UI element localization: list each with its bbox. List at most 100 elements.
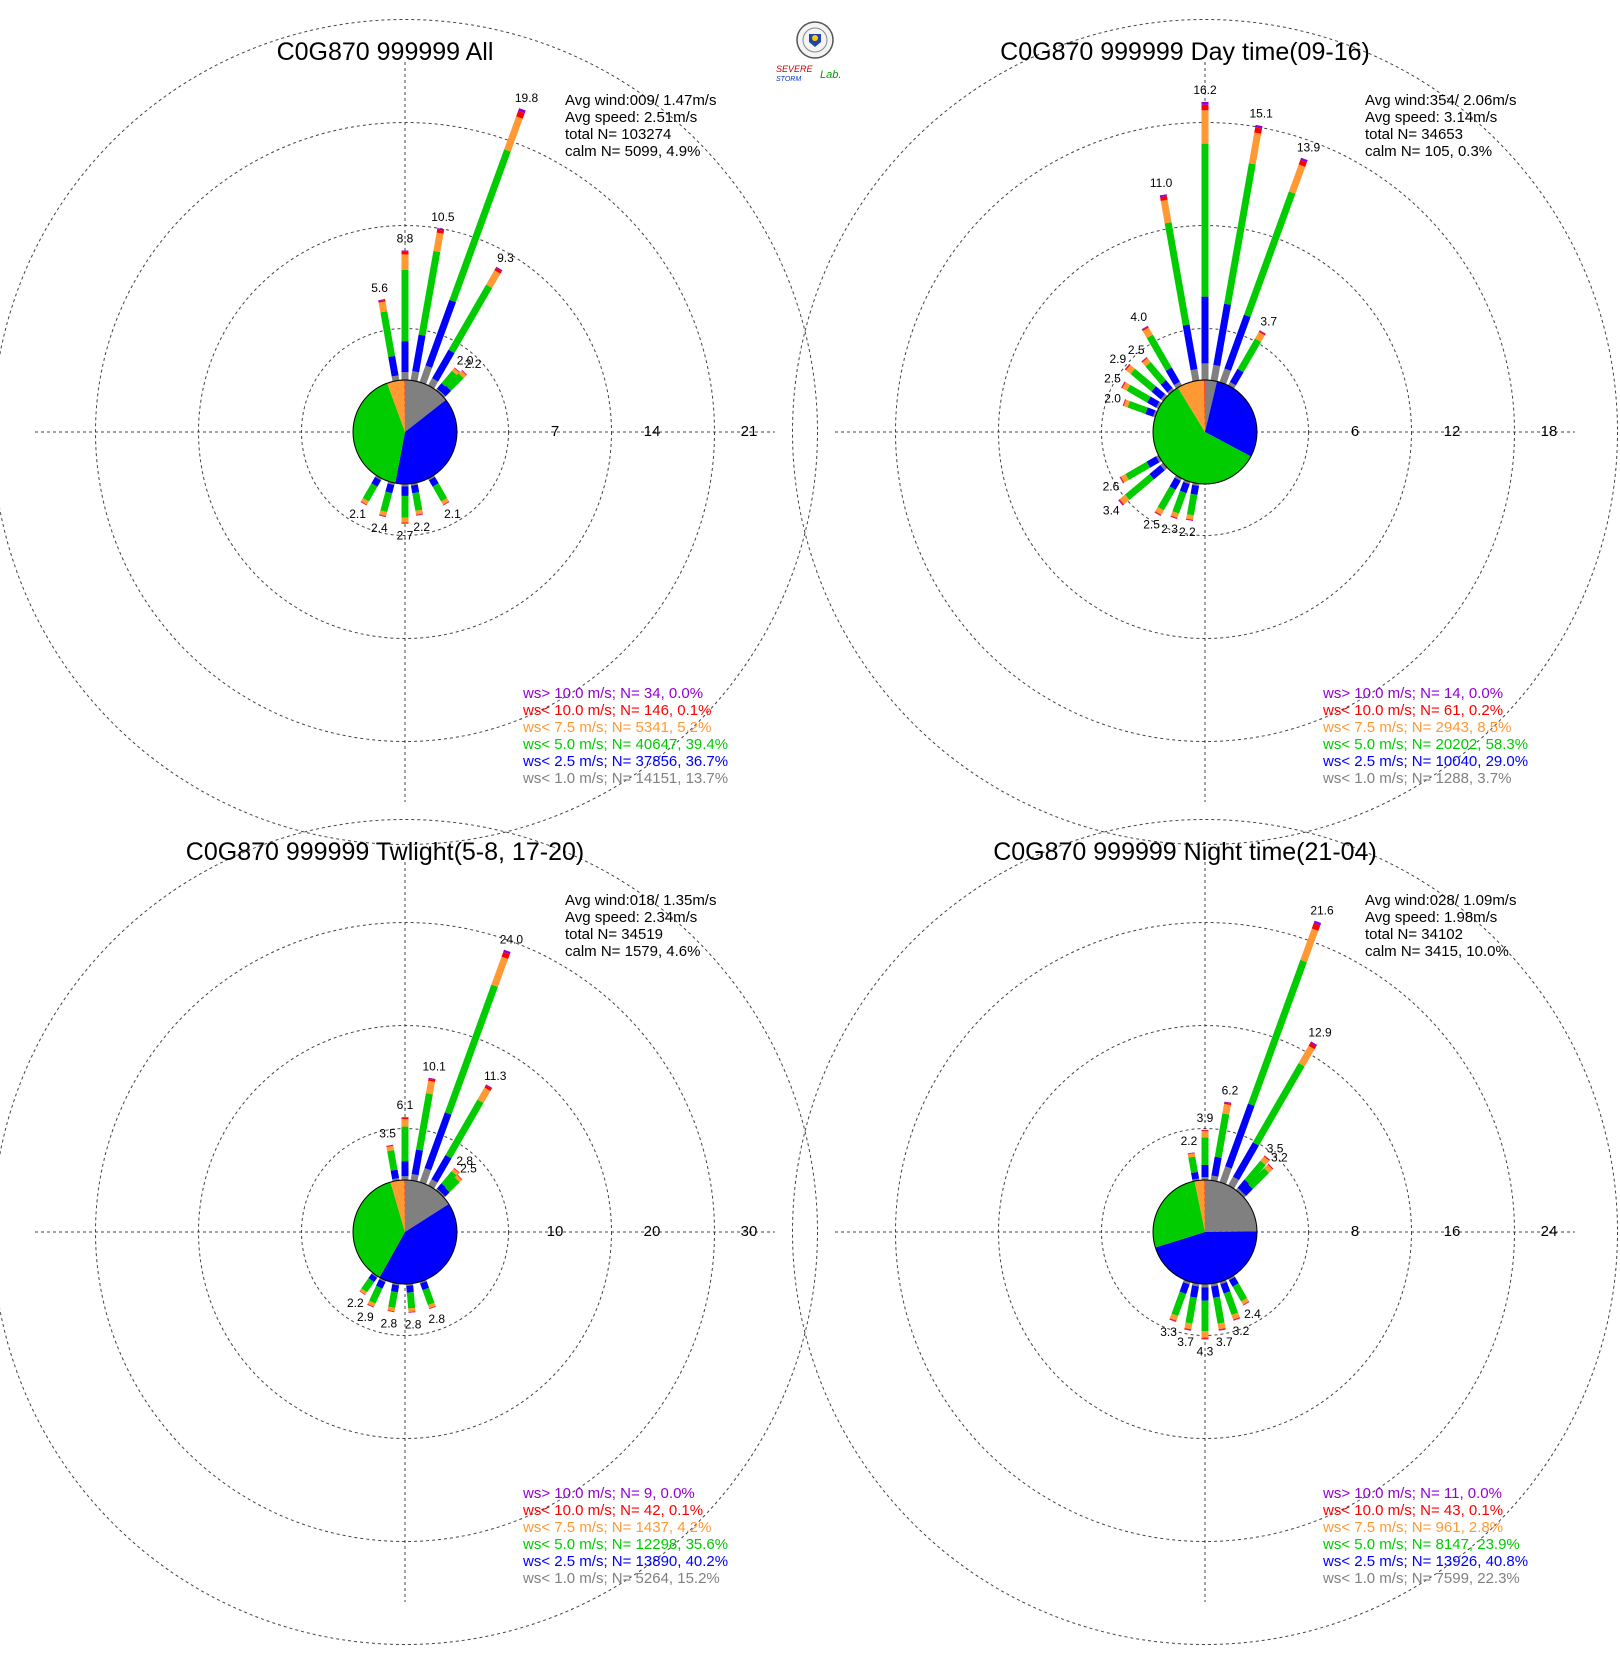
stats-line: Avg wind:028/ 1.09m/s <box>1365 892 1516 909</box>
direction-bar-label: 9.3 <box>497 251 514 265</box>
direction-bar-segment <box>1241 1184 1253 1196</box>
logo-text-severe: SEVERE <box>776 64 814 74</box>
direction-bar-segment <box>1146 456 1160 468</box>
chart-title: C0G870 999999 Night time(21-04) <box>993 838 1377 866</box>
direction-bar-segment <box>444 1177 460 1193</box>
direction-bar-segment <box>1160 462 1168 471</box>
direction-bar-label: 3.4 <box>1103 504 1120 518</box>
direction-bar-segment <box>433 232 444 253</box>
legend-entry: ws< 10.0 m/s; N= 61, 0.2% <box>1322 702 1503 719</box>
range-ring <box>0 819 818 1645</box>
stats-line: Avg wind:018/ 1.35m/s <box>565 892 716 909</box>
speed-pie-slice <box>405 380 446 432</box>
direction-bar-label: 4.3 <box>1197 1344 1214 1358</box>
direction-bar-label: 5.6 <box>371 281 388 295</box>
direction-bar-segment <box>1160 196 1168 202</box>
direction-bar-label: 2.0 <box>457 353 474 367</box>
legend-entry: ws< 7.5 m/s; N= 961, 2.8% <box>1322 1519 1503 1536</box>
direction-bar-segment <box>427 1179 438 1189</box>
speed-pie-slice <box>1205 1180 1257 1232</box>
direction-bar-segment <box>1213 303 1231 367</box>
direction-bar-segment <box>1179 1282 1190 1295</box>
direction-bar-segment <box>1130 368 1156 392</box>
direction-bar-segment <box>1170 511 1180 519</box>
speed-pie-slice <box>405 1180 449 1232</box>
direction-bar-segment <box>436 1183 447 1194</box>
direction-bar-segment <box>1145 361 1166 385</box>
direction-bar-segment <box>1124 473 1155 500</box>
direction-bar-segment <box>360 498 369 505</box>
direction-bar-segment <box>424 1112 452 1171</box>
direction-bar-segment <box>376 1279 386 1289</box>
direction-bar-segment <box>1157 486 1176 511</box>
direction-bar-segment <box>1225 1103 1255 1169</box>
direction-bar-segment <box>410 484 420 494</box>
direction-bar-label: 2.2 <box>1181 1134 1198 1148</box>
stats-line: Avg speed: 2.51m/s <box>565 109 697 126</box>
direction-bar-label: 16.2 <box>1193 83 1217 97</box>
direction-bar-segment <box>1123 399 1130 408</box>
direction-bar-label: 2.5 <box>1143 518 1160 532</box>
speed-pie-slice <box>387 380 405 432</box>
direction-bar-segment <box>1244 1160 1266 1185</box>
direction-bar-label: 3.2 <box>1271 1151 1288 1165</box>
direction-bar-segment <box>388 355 399 377</box>
stats-line: total N= 34102 <box>1365 926 1463 943</box>
direction-bar-segment <box>1142 358 1151 367</box>
direction-bar-label: 24.0 <box>500 933 524 947</box>
ring-tick-label: 10 <box>547 1223 564 1240</box>
direction-bar-segment <box>1151 386 1166 400</box>
direction-bar-segment <box>427 378 439 389</box>
direction-bar-segment <box>1179 481 1190 494</box>
stats-line: Avg wind:009/ 1.47m/s <box>565 92 716 109</box>
range-ring <box>792 819 1618 1645</box>
direction-bar-segment <box>415 509 423 515</box>
direction-bar-segment <box>449 149 511 303</box>
direction-bar-segment <box>516 110 525 119</box>
legend-entry: ws< 5.0 m/s; N= 12298, 35.6% <box>522 1536 728 1553</box>
direction-bar-label: 2.9 <box>357 1310 374 1324</box>
direction-bar-segment <box>1219 368 1231 385</box>
direction-bar-segment <box>1288 164 1306 194</box>
direction-bar-label: 11.0 <box>1150 176 1173 190</box>
direction-bar-segment <box>391 375 400 382</box>
direction-bar-segment <box>1211 1285 1220 1298</box>
direction-bar-segment <box>1229 368 1244 386</box>
direction-bar-segment <box>441 1171 457 1188</box>
direction-bar-segment <box>367 1300 376 1307</box>
direction-bar-label: 2.2 <box>1179 525 1196 539</box>
direction-bar-segment <box>1160 380 1173 393</box>
direction-bar-label: 19.8 <box>515 91 539 105</box>
ring-tick-label: 12 <box>1444 423 1461 440</box>
direction-bar-label: 2.5 <box>1104 372 1121 386</box>
direction-bar-segment <box>1119 494 1130 505</box>
direction-bar-segment <box>379 510 388 517</box>
legend-entry: ws< 5.0 m/s; N= 20202, 58.3% <box>1322 736 1528 753</box>
speed-pie-slice <box>390 1180 405 1232</box>
direction-bar-segment <box>411 1149 423 1176</box>
direction-bar-segment <box>1213 1296 1225 1324</box>
legend-entry: ws< 1.0 m/s; N= 14151, 13.7% <box>522 770 728 787</box>
direction-bar-segment <box>477 1087 491 1104</box>
stats-line: calm N= 1579, 4.6% <box>565 943 701 960</box>
direction-bar-segment <box>1298 1045 1315 1067</box>
direction-bar-segment <box>1210 1175 1219 1182</box>
ring-tick-label: 8 <box>1351 1223 1359 1240</box>
direction-bar-segment <box>436 229 445 234</box>
direction-bar-segment <box>440 1187 450 1197</box>
ring-tick-label: 16 <box>1444 1223 1461 1240</box>
stats-line: Avg speed: 2.34m/s <box>565 909 697 926</box>
direction-bar-segment <box>1224 163 1256 305</box>
range-ring <box>895 122 1515 742</box>
direction-bar-segment <box>416 1093 433 1151</box>
direction-bar-segment <box>432 349 455 382</box>
direction-bar-label: 15.1 <box>1249 107 1273 121</box>
ring-tick-label: 30 <box>741 1223 758 1240</box>
direction-bar-label: 3.3 <box>1160 1325 1177 1339</box>
direction-bar-segment <box>380 491 393 513</box>
ring-tick-label: 21 <box>741 423 758 440</box>
direction-bar-segment <box>1232 1142 1259 1181</box>
direction-bar-label: 11.3 <box>484 1069 507 1083</box>
direction-bar-segment <box>503 949 511 955</box>
direction-bar-label: 8.8 <box>397 232 414 246</box>
